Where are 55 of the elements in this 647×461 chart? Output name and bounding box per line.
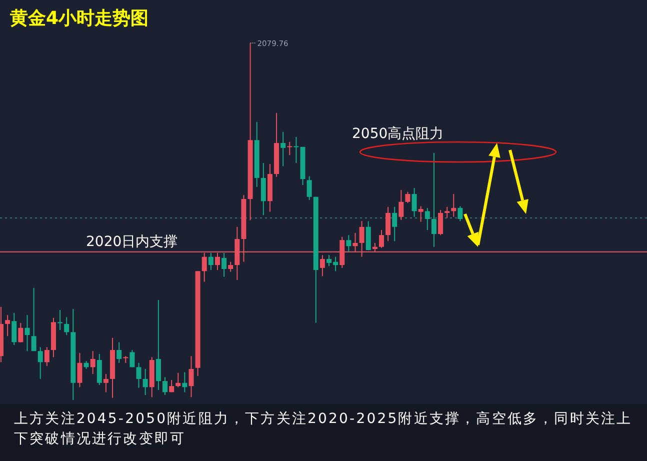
- candlestick: [287, 141, 292, 156]
- candlestick: [18, 322, 24, 343]
- candlestick: [58, 310, 63, 331]
- candlestick: [90, 350, 96, 374]
- candlestick: [208, 252, 214, 271]
- candlestick: [451, 194, 456, 218]
- candlestick: [130, 350, 135, 368]
- candlestick: [24, 314, 30, 352]
- candlestick: [444, 206, 450, 218]
- ref-line-label: 2020日内支撑: [86, 234, 178, 250]
- candlestick: [438, 210, 444, 236]
- candlestick: [378, 230, 384, 248]
- candlestick: [306, 176, 312, 201]
- candlestick: [142, 368, 148, 396]
- candlestick: [320, 254, 325, 277]
- candlestick: [116, 342, 122, 364]
- candlestick: [228, 261, 234, 272]
- candlestick: [222, 252, 227, 278]
- candlestick: [176, 372, 181, 388]
- candlestick: [38, 346, 43, 380]
- candlestick: [5, 314, 10, 337]
- candlestick: [31, 287, 36, 352]
- candlestick: [64, 316, 70, 336]
- candlestick: [346, 234, 352, 252]
- annotation: 2050高点阻力: [352, 126, 444, 142]
- candlestick: [386, 206, 391, 242]
- candlestick: [280, 131, 286, 167]
- candlestick: [169, 380, 174, 393]
- candlestick: [214, 252, 220, 271]
- candlestick: [431, 152, 436, 248]
- text: 上方关注2045-2050附近阻力，下方关注2020-2025附近支撑，高空低多，同时关注上下突破情况进行改变即可: [0, 404, 647, 461]
- candlestick: [359, 220, 364, 258]
- candlestick: [260, 162, 266, 216]
- candlestick: [405, 191, 410, 204]
- candlestick: [162, 376, 168, 396]
- chart-title: 黄金4小时走势图: [10, 7, 149, 30]
- candlestick: [156, 300, 161, 391]
- candlestick: [136, 362, 142, 388]
- candlestick: [366, 220, 371, 251]
- candlestick: [294, 136, 299, 164]
- candlestick: [182, 372, 188, 393]
- candlestick: [458, 206, 463, 222]
- candlestick: [96, 353, 102, 386]
- candlestick: [77, 352, 82, 388]
- candlestick: [418, 206, 424, 222]
- candlestick: [202, 252, 207, 282]
- candlestick: [12, 312, 17, 346]
- candlestick: [352, 232, 358, 252]
- candlestick: [188, 356, 194, 398]
- candlestick: [392, 206, 398, 242]
- candlestick: [412, 187, 417, 218]
- candlestick: [103, 373, 108, 393]
- candlestick: [44, 346, 50, 367]
- candlestick: [424, 207, 430, 231]
- candlestick: [398, 190, 404, 221]
